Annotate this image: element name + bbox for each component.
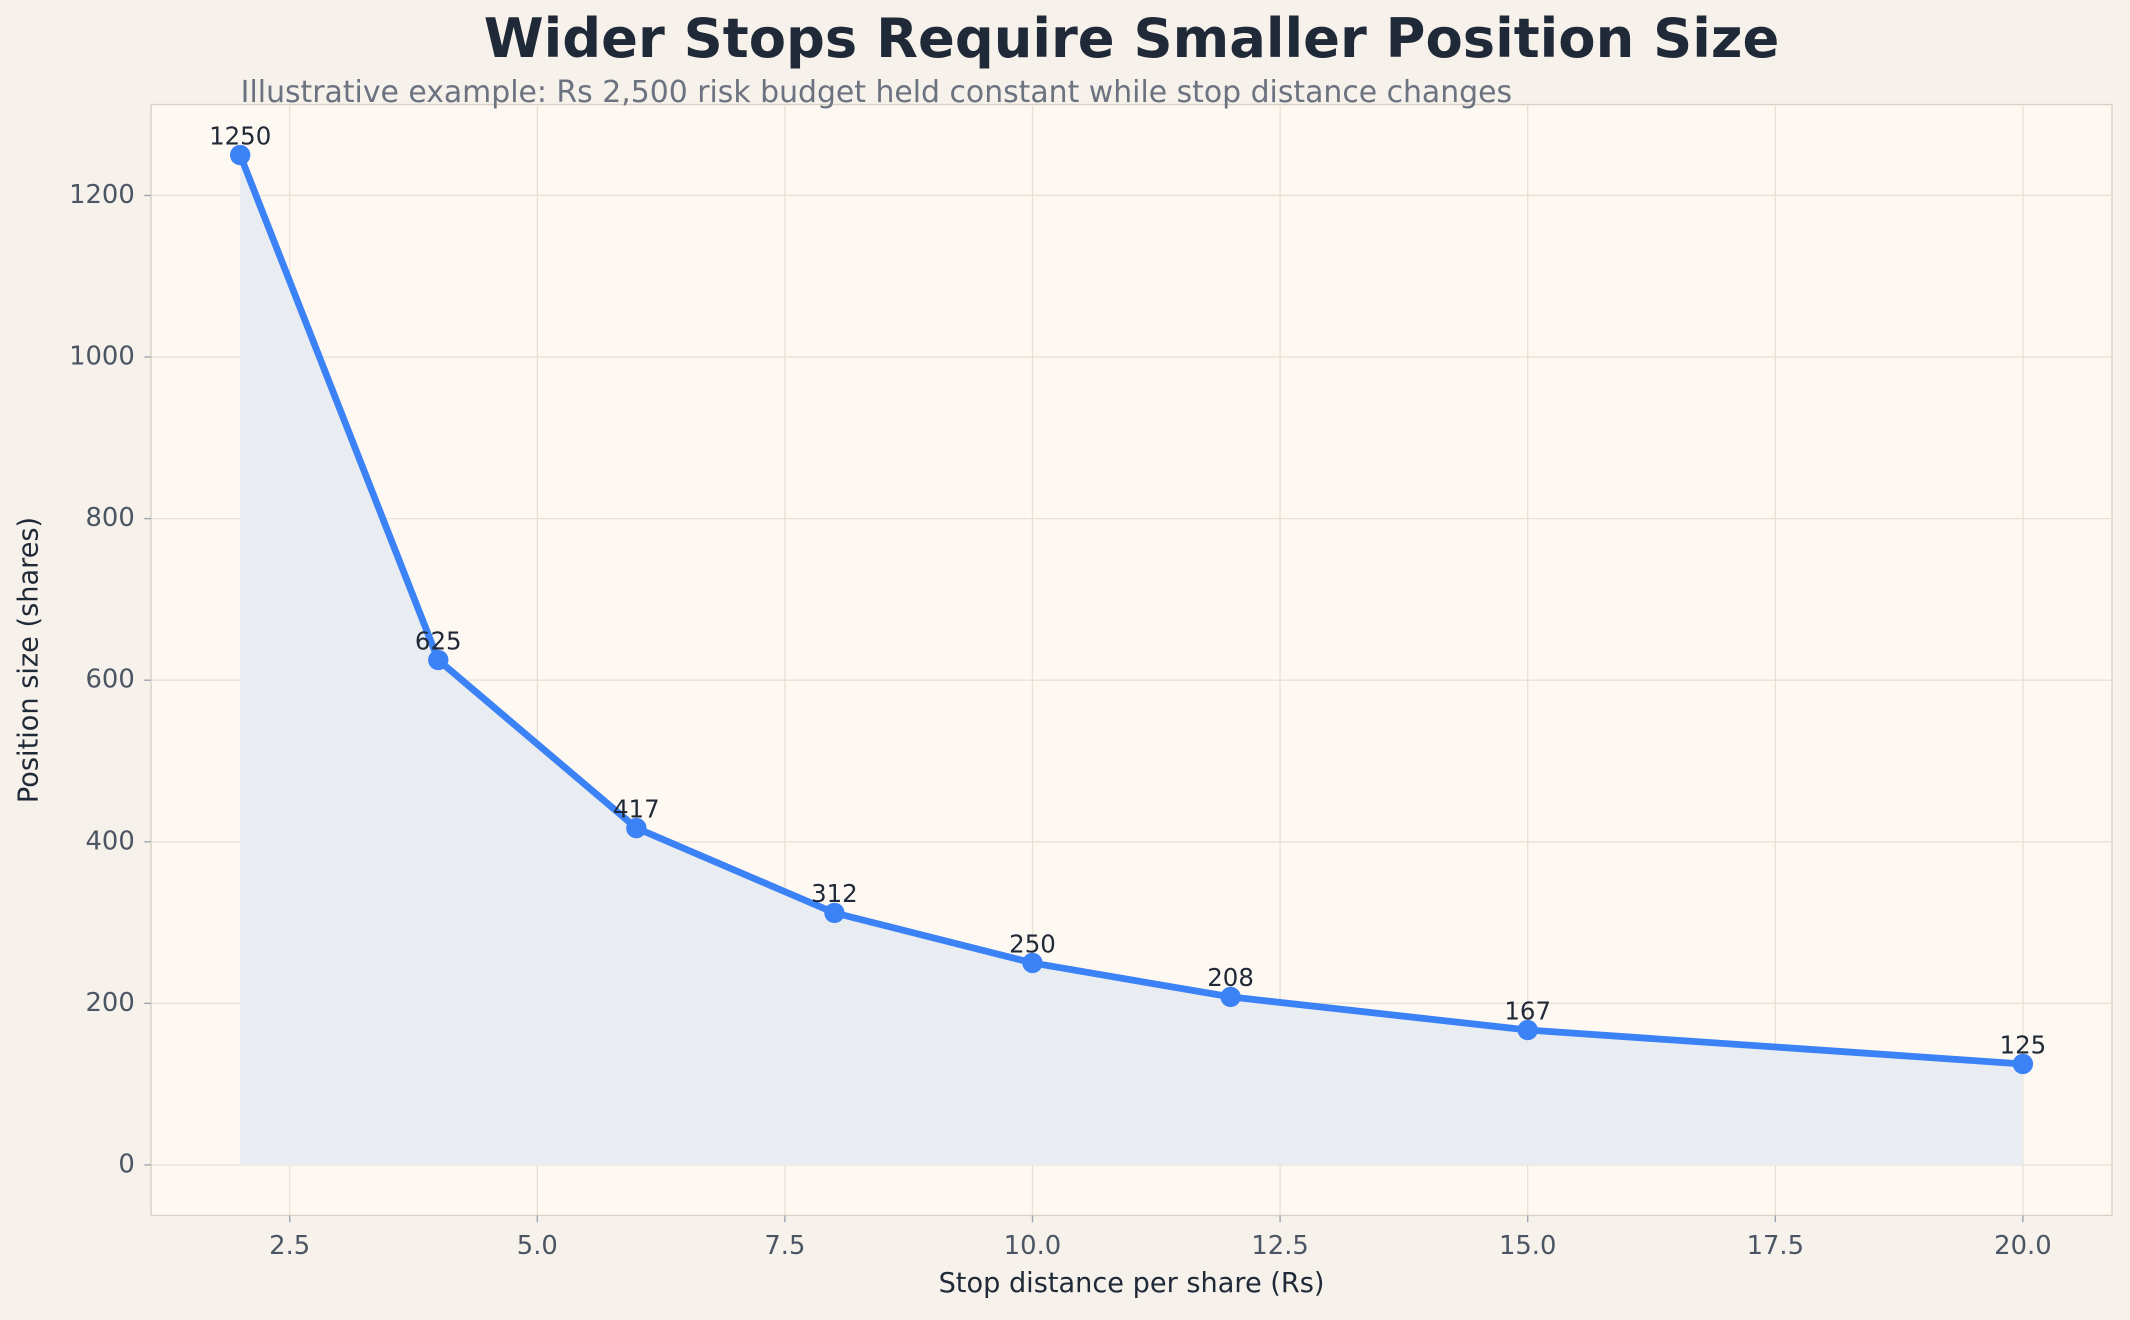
marks: 1250 625 417 312 250 208 167 125 xyxy=(209,121,2046,1165)
area-fill xyxy=(240,155,2023,1165)
data-label: 1250 xyxy=(209,121,271,150)
y-axis-label: Position size (shares) xyxy=(14,517,45,803)
x-tick-label: 5.0 xyxy=(517,1231,558,1261)
x-tick-label: 12.5 xyxy=(1251,1231,1308,1261)
y-tick-label: 600 xyxy=(86,665,135,695)
x-tick-label: 2.5 xyxy=(269,1231,310,1261)
data-label: 417 xyxy=(613,794,660,823)
y-tick-label: 200 xyxy=(86,988,135,1018)
x-tick-label: 10.0 xyxy=(1004,1231,1061,1261)
point xyxy=(824,902,845,924)
data-label: 167 xyxy=(1504,996,1551,1025)
point xyxy=(626,817,647,839)
x-tick-label: 15.0 xyxy=(1499,1231,1556,1261)
x-axis-label: Stop distance per share (Rs) xyxy=(939,1268,1325,1299)
chart-title: Wider Stops Require Smaller Position Siz… xyxy=(484,7,1780,70)
y-tick-label: 0 xyxy=(118,1149,134,1179)
point xyxy=(230,144,251,166)
point xyxy=(1022,952,1043,974)
chart-subtitle: Illustrative example: Rs 2,500 risk budg… xyxy=(241,75,1512,110)
data-label: 625 xyxy=(415,626,462,655)
data-label: 250 xyxy=(1009,929,1056,958)
point xyxy=(1517,1019,1538,1041)
line xyxy=(236,151,2027,1068)
data-label: 125 xyxy=(2000,1030,2047,1059)
x-tick-label: 20.0 xyxy=(1994,1231,2051,1261)
y-tick-label: 1000 xyxy=(69,342,135,372)
data-label: 208 xyxy=(1207,963,1254,992)
point xyxy=(2012,1053,2034,1075)
x-tick-label: 7.5 xyxy=(764,1231,805,1261)
data-label: 312 xyxy=(811,879,858,908)
y-tick-label: 1200 xyxy=(69,180,135,210)
y-tick-label: 800 xyxy=(86,503,135,533)
x-tick-label: 17.5 xyxy=(1747,1231,1804,1261)
point xyxy=(1220,986,1241,1008)
point xyxy=(428,649,449,671)
y-tick-label: 400 xyxy=(86,826,135,856)
